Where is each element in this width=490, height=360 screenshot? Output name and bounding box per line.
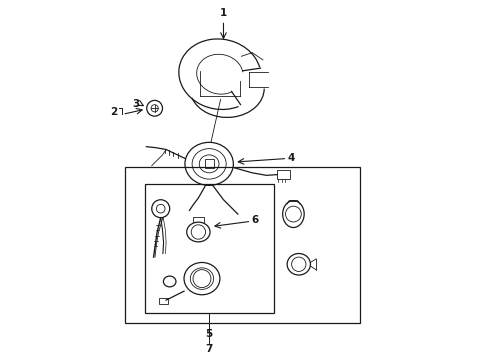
Text: 4: 4 <box>288 153 295 163</box>
Text: 2: 2 <box>110 107 118 117</box>
Bar <box>277 170 290 179</box>
Bar <box>159 298 168 305</box>
Text: 6: 6 <box>251 215 258 225</box>
Text: 7: 7 <box>205 344 213 354</box>
Bar <box>145 184 274 313</box>
Text: 3: 3 <box>132 99 140 109</box>
Bar <box>205 159 214 168</box>
Text: 1: 1 <box>220 8 227 18</box>
Bar <box>125 167 360 323</box>
Text: 5: 5 <box>205 329 213 339</box>
